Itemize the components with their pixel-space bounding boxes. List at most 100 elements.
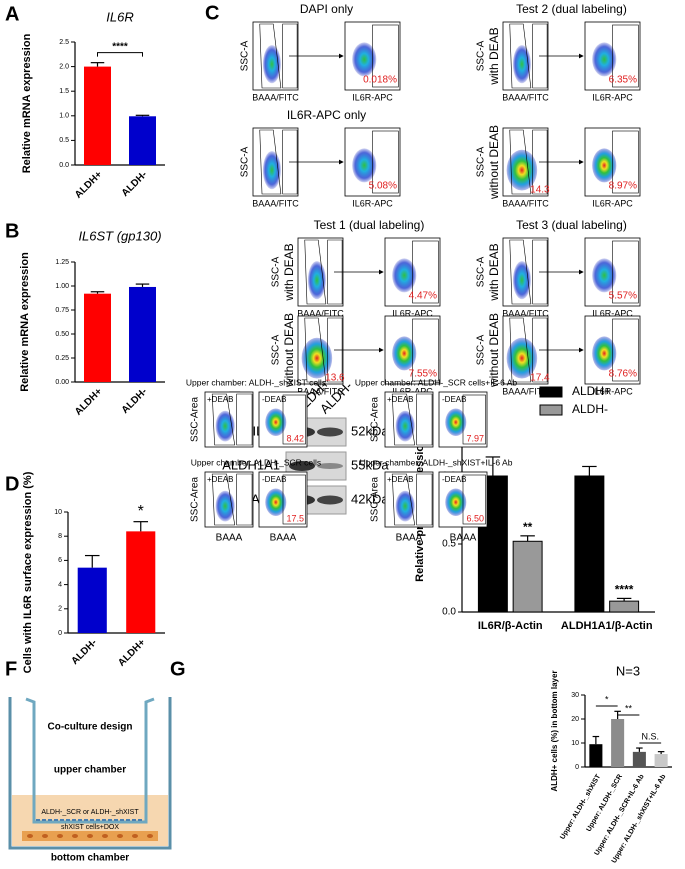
bottom-chamber-label: bottom chamber [51, 853, 129, 864]
bar [589, 744, 603, 767]
blot-size: 42kDa [351, 491, 389, 506]
flow-axis-label: BAAA/FITC [502, 308, 549, 318]
x-tick-label: IL6R/β-Actin [478, 620, 543, 632]
bar [611, 719, 625, 767]
flow-density [392, 336, 417, 371]
flow-gate [612, 240, 639, 304]
flow-density [592, 42, 617, 77]
flow-axis-label: SSC-A [271, 334, 282, 365]
flow-group-title: Test 3 (dual labeling) [516, 218, 627, 232]
flow-axis-label: SSC-A [476, 146, 487, 177]
y-tick-label: 30 [571, 692, 579, 699]
flow-gate-value: 13.6 [325, 373, 345, 384]
flow-gate [612, 130, 639, 194]
y-tick-label: 1.0 [59, 113, 69, 120]
flow-condition: +DEAB [207, 395, 233, 404]
flow-row-label: with DEAB [487, 27, 501, 85]
flow-condition: +DEAB [387, 475, 413, 484]
legend-swatch [539, 386, 563, 398]
flow-density [592, 258, 617, 293]
flow-axis-label: BAAA/FITC [252, 198, 299, 208]
flow-gate [211, 473, 253, 526]
y-tick-label: 0 [575, 764, 579, 771]
y-axis-title: Cells with IL6R surface expression (%) [22, 471, 34, 673]
flow-density [262, 45, 281, 84]
blot-band [317, 463, 343, 469]
flow-percent: 6.50 [466, 513, 484, 523]
flow-axis-label: IL6R-APC [592, 92, 633, 102]
flow-percent: 6.35% [609, 75, 637, 86]
blot-size: 55kDa [351, 457, 389, 472]
flow-axis-label: IL6R-APC [592, 198, 633, 208]
significance: **** [615, 583, 634, 597]
y-tick-label: 20 [571, 716, 579, 723]
flow-gate [259, 23, 298, 89]
flow-axis-label: IL6R-APC [352, 92, 393, 102]
flow-density [395, 410, 415, 442]
significance: ** [625, 703, 633, 713]
bar [609, 600, 640, 613]
flow-row-label: with DEAB [487, 243, 501, 301]
x-tick-label: ALDH+ [73, 386, 105, 418]
flow-density [215, 490, 235, 522]
panel-label: A [5, 3, 19, 25]
y-axis-title: ALDH+ cells (%) in bottom layer [550, 670, 559, 791]
flow-axis-label: BAAA [396, 533, 423, 544]
flow-density [512, 45, 531, 84]
bar [129, 116, 156, 165]
x-tick-label: ALDH- [69, 637, 99, 667]
flow-gate [509, 23, 548, 89]
blot-band [317, 495, 343, 505]
chart-title: IL6R [106, 9, 133, 24]
flow-gate [259, 129, 298, 195]
flow-percent: 7.97 [466, 433, 484, 443]
chart-title: N=3 [616, 663, 640, 678]
legend-label: ALDH+ [572, 384, 611, 398]
flow-row-label: without DEAB [487, 313, 501, 388]
flow-gate [282, 474, 306, 525]
y-tick-label: 0.0 [59, 162, 69, 169]
bar [654, 754, 668, 767]
flow-gate [412, 240, 439, 304]
flow-gate [391, 393, 433, 446]
bar [129, 286, 156, 382]
flow-gate [304, 317, 343, 383]
y-tick-label: 0.0 [442, 607, 456, 618]
significance: ** [523, 520, 533, 534]
flow-density [215, 410, 235, 442]
y-tick-label: 10 [54, 509, 62, 516]
flow-row-label: without DEAB [282, 313, 296, 388]
flow-density [592, 148, 617, 183]
flow-density [445, 488, 467, 516]
flow-percent: 0.018% [363, 75, 397, 86]
x-tick-label: ALDH+ [73, 169, 105, 201]
y-axis-title: Relative mRNA expression [19, 252, 31, 392]
flow-gate [509, 317, 548, 383]
flow-density [307, 261, 326, 300]
y-tick-label: 2.0 [59, 63, 69, 70]
flow-axis-label: SSC-Area [370, 397, 381, 442]
flow-condition: -DEAB [442, 395, 466, 404]
flow-group-title: Upper chamber: ALDH-_SCR cells [191, 457, 321, 467]
x-tick-label: ALDH+ [116, 637, 148, 669]
flow-axis-label: IL6R-APC [392, 308, 433, 318]
flow-axis-label: IL6R-APC [592, 386, 633, 396]
x-tick-label: ALDH- [120, 169, 150, 199]
chart-title: IL6ST (gp130) [78, 228, 161, 243]
flow-percent: 17.5 [286, 513, 304, 523]
x-tick-label: Upper: ALDH-_shXIST [559, 773, 602, 841]
flow-axis-label: IL6R-APC [392, 386, 433, 396]
flow-percent: 8.76% [609, 369, 637, 380]
bar [84, 66, 111, 165]
y-tick-label: 0.5 [59, 137, 69, 144]
y-tick-label: 1.25 [55, 259, 69, 266]
flow-condition: +DEAB [207, 475, 233, 484]
y-tick-label: 1.00 [55, 283, 69, 290]
flow-axis-label: BAAA [450, 533, 477, 544]
flow-density [352, 42, 377, 77]
legend-swatch [539, 404, 563, 416]
bar [574, 475, 605, 613]
flow-axis-label: IL6R-APC [592, 308, 633, 318]
flow-percent: 5.57% [609, 291, 637, 302]
